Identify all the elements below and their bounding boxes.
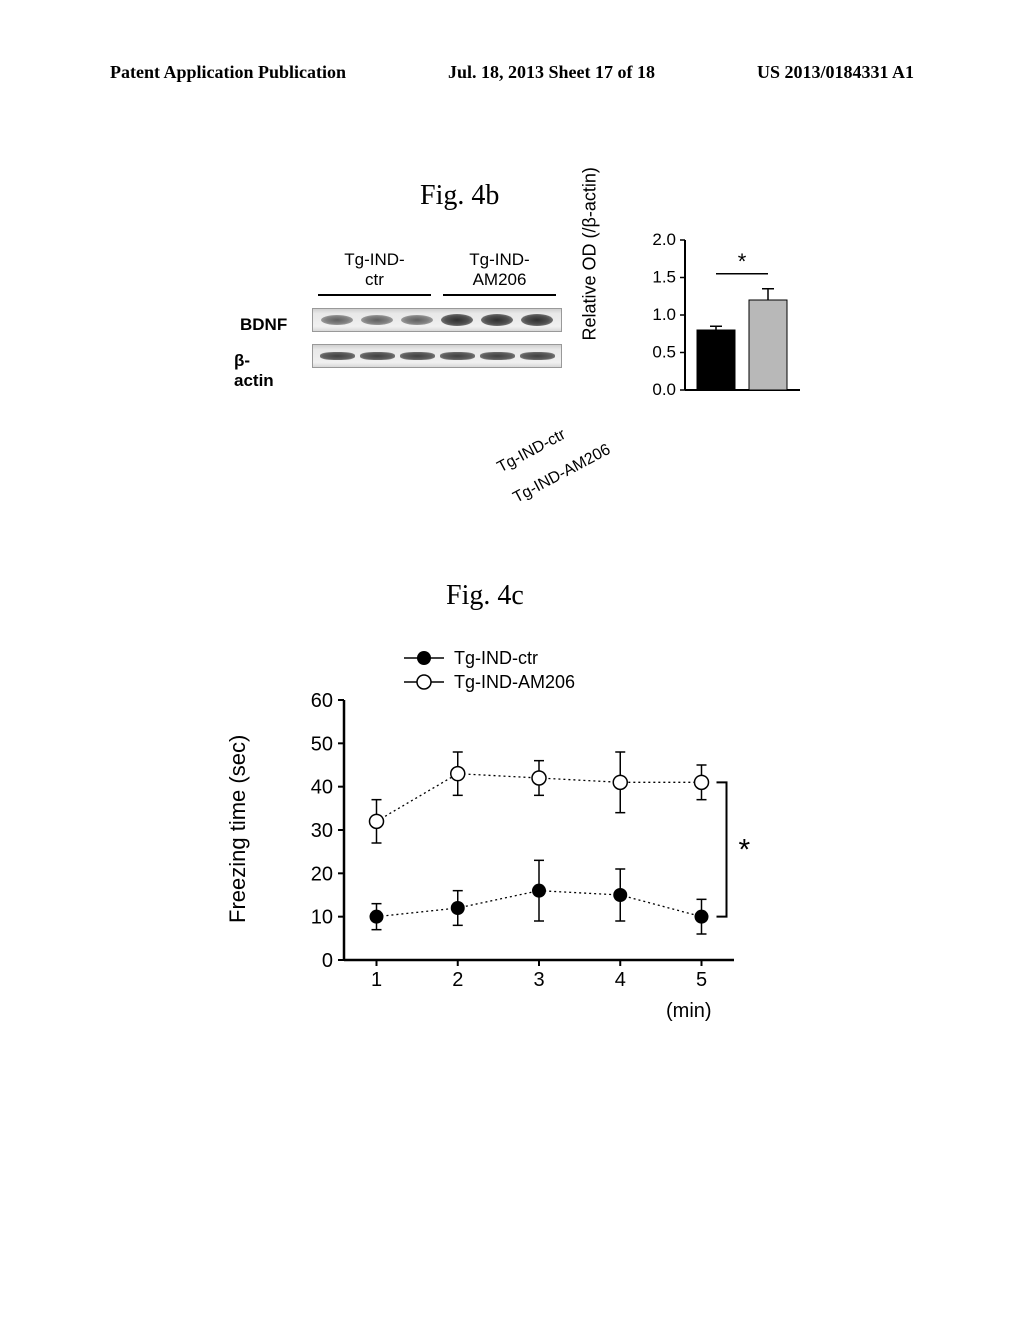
group-am206-bar xyxy=(443,294,556,296)
fig4b-title: Fig. 4b xyxy=(420,180,499,212)
band xyxy=(400,352,435,360)
band xyxy=(401,315,433,325)
band xyxy=(441,314,473,326)
blot-actin-image xyxy=(312,344,562,368)
svg-text:1.5: 1.5 xyxy=(652,268,676,287)
svg-text:0.5: 0.5 xyxy=(652,343,676,362)
svg-text:5: 5 xyxy=(696,969,707,991)
blot-group-labels: Tg-IND- ctr Tg-IND- AM206 xyxy=(312,250,562,296)
svg-text:2: 2 xyxy=(452,969,463,991)
svg-text:1.0: 1.0 xyxy=(652,305,676,324)
band xyxy=(521,314,553,326)
band xyxy=(440,352,475,360)
band xyxy=(361,315,393,325)
svg-text:10: 10 xyxy=(311,907,333,929)
svg-text:50: 50 xyxy=(311,733,333,755)
blot-bdnf-image xyxy=(312,308,562,332)
header-right: US 2013/0184331 A1 xyxy=(757,62,914,83)
svg-text:3: 3 xyxy=(533,969,544,991)
svg-text:2.0: 2.0 xyxy=(652,230,676,249)
label-actin: β-actin xyxy=(234,351,274,391)
fig4c-title: Fig. 4c xyxy=(446,580,524,612)
bar-chart-svg: 0.0 0.5 1.0 1.5 2.0 * xyxy=(640,230,810,410)
group-ctr-line2: ctr xyxy=(312,270,437,290)
scatter-ylabel: Freezing time (sec) xyxy=(225,735,251,923)
band xyxy=(320,352,355,360)
label-bdnf: BDNF xyxy=(240,315,287,335)
band xyxy=(480,352,515,360)
svg-text:Tg-IND-ctr: Tg-IND-ctr xyxy=(454,648,538,668)
scatter-svg: 0 10 20 30 40 50 60 1 2 3 4 5 Tg-IND-ctr Tg-IND-AM206… xyxy=(294,640,794,1000)
group-ctr-bar xyxy=(318,294,431,296)
header-left: Patent Application Publication xyxy=(110,62,346,83)
band xyxy=(360,352,395,360)
header-center: Jul. 18, 2013 Sheet 17 of 18 xyxy=(448,62,655,83)
svg-text:60: 60 xyxy=(311,690,333,712)
svg-text:0: 0 xyxy=(322,950,333,972)
group-ctr-line1: Tg-IND- xyxy=(312,250,437,270)
group-am206-line1: Tg-IND- xyxy=(437,250,562,270)
bar-chart-ylabel: Relative OD (/β-actin) xyxy=(580,167,601,340)
group-am206-line2: AM206 xyxy=(437,270,562,290)
svg-text:*: * xyxy=(739,834,751,867)
svg-text:Tg-IND-AM206: Tg-IND-AM206 xyxy=(454,672,575,692)
svg-text:4: 4 xyxy=(615,969,626,991)
band xyxy=(481,314,513,326)
scatter-xlabel: (min) xyxy=(666,1000,712,1023)
svg-text:30: 30 xyxy=(311,820,333,842)
group-am206: Tg-IND- AM206 xyxy=(437,250,562,296)
svg-text:0.0: 0.0 xyxy=(652,380,676,399)
svg-text:*: * xyxy=(738,249,747,274)
svg-text:20: 20 xyxy=(311,863,333,885)
band xyxy=(321,315,353,325)
bar-chart: Relative OD (/β-actin) 0.00.51.01.52.0* … xyxy=(600,230,820,510)
group-ctr: Tg-IND- ctr xyxy=(312,250,437,296)
band xyxy=(520,352,555,360)
page-header: Patent Application Publication Jul. 18, … xyxy=(0,62,1024,83)
svg-text:40: 40 xyxy=(311,777,333,799)
scatter-chart: Freezing time (sec) 010203040506012345Tg… xyxy=(236,640,796,1080)
svg-text:1: 1 xyxy=(371,969,382,991)
